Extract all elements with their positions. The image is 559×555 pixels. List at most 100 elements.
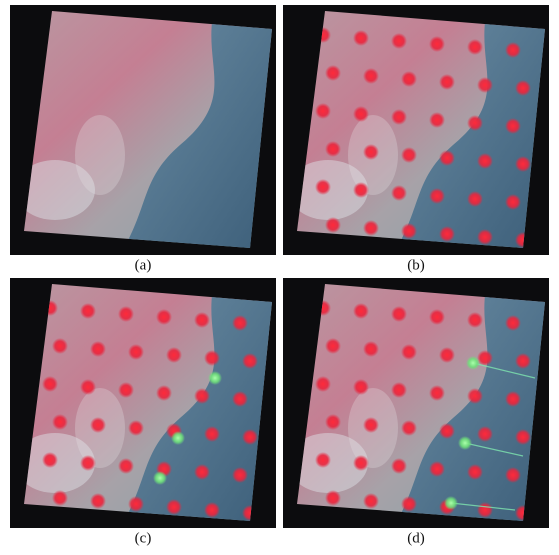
feature-point	[467, 115, 483, 131]
feature-point	[118, 458, 134, 474]
feature-point	[80, 455, 96, 471]
feature-point	[429, 36, 445, 52]
feature-point	[52, 490, 68, 506]
feature-point	[353, 30, 369, 46]
feature-point	[325, 65, 341, 81]
feature-point	[325, 217, 341, 233]
feature-point	[391, 458, 407, 474]
feature-point	[515, 353, 531, 369]
feature-point	[363, 493, 379, 509]
feature-point	[429, 385, 445, 401]
feature-point	[477, 153, 493, 169]
feature-point	[156, 385, 172, 401]
feature-point	[477, 350, 493, 366]
feature-point	[505, 467, 521, 483]
feature-point	[242, 353, 258, 369]
satellite-image	[297, 284, 545, 521]
feature-point	[42, 376, 58, 392]
feature-point	[401, 223, 417, 239]
feature-point	[90, 417, 106, 433]
feature-point	[353, 182, 369, 198]
feature-point	[429, 461, 445, 477]
cloud	[75, 115, 125, 195]
feature-point	[467, 464, 483, 480]
feature-point	[156, 309, 172, 325]
sea	[120, 11, 272, 248]
feature-point	[439, 347, 455, 363]
feature-point	[232, 467, 248, 483]
matched-point	[444, 496, 458, 510]
feature-point	[391, 306, 407, 322]
satellite-image	[24, 284, 272, 521]
feature-point	[232, 391, 248, 407]
feature-point	[505, 42, 521, 58]
satellite-image	[24, 11, 272, 248]
feature-point	[363, 341, 379, 357]
feature-point	[515, 156, 531, 172]
feature-point	[128, 496, 144, 512]
feature-point	[118, 306, 134, 322]
panel: (d)	[283, 278, 549, 546]
matched-point	[153, 471, 167, 485]
feature-point	[439, 226, 455, 242]
feature-point	[439, 423, 455, 439]
panel-label: (d)	[407, 530, 425, 546]
feature-point	[166, 347, 182, 363]
feature-point	[505, 315, 521, 331]
cloud	[24, 160, 95, 220]
feature-point	[204, 426, 220, 442]
feature-point	[42, 452, 58, 468]
feature-point	[401, 147, 417, 163]
feature-point	[467, 312, 483, 328]
feature-point	[505, 194, 521, 210]
feature-point	[166, 499, 182, 515]
feature-point	[439, 150, 455, 166]
feature-point	[401, 344, 417, 360]
feature-point	[232, 315, 248, 331]
matched-point	[171, 431, 185, 445]
feature-point	[353, 303, 369, 319]
feature-point	[90, 493, 106, 509]
feature-point	[429, 309, 445, 325]
feature-point	[401, 420, 417, 436]
match-line	[450, 502, 516, 511]
matched-point	[208, 371, 222, 385]
feature-point	[401, 71, 417, 87]
feature-point	[467, 191, 483, 207]
feature-point	[90, 341, 106, 357]
feature-point	[363, 417, 379, 433]
feature-point	[315, 103, 331, 119]
feature-point	[401, 496, 417, 512]
feature-point	[505, 391, 521, 407]
feature-point	[391, 382, 407, 398]
feature-point	[353, 106, 369, 122]
feature-point	[52, 338, 68, 354]
feature-point	[325, 414, 341, 430]
feature-point	[118, 382, 134, 398]
feature-point	[52, 414, 68, 430]
feature-point	[194, 464, 210, 480]
feature-point	[325, 338, 341, 354]
feature-point	[80, 379, 96, 395]
feature-point	[515, 80, 531, 96]
feature-point	[477, 229, 493, 245]
feature-point	[391, 33, 407, 49]
match-line	[472, 362, 536, 379]
feature-point	[194, 312, 210, 328]
feature-point	[477, 426, 493, 442]
feature-point	[391, 185, 407, 201]
feature-point	[315, 179, 331, 195]
feature-point	[363, 220, 379, 236]
feature-point	[204, 502, 220, 518]
feature-point	[128, 420, 144, 436]
feature-point	[439, 74, 455, 90]
panel: (a)	[10, 5, 276, 273]
feature-point	[194, 388, 210, 404]
feature-point	[467, 39, 483, 55]
feature-point	[315, 452, 331, 468]
feature-point	[80, 303, 96, 319]
feature-point	[467, 388, 483, 404]
panel-label: (c)	[135, 530, 152, 546]
